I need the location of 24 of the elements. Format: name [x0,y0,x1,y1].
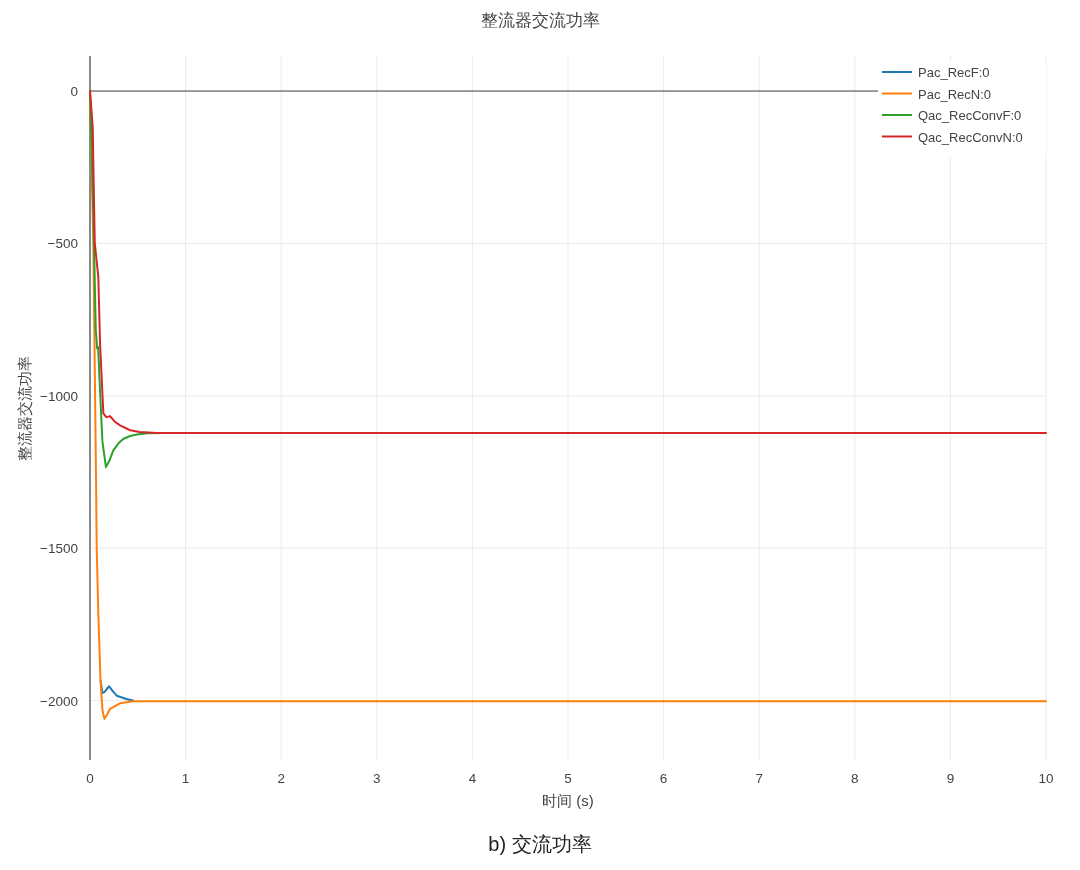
x-tick-label: 3 [373,771,381,786]
x-axis-title: 时间 (s) [542,792,594,809]
x-tick-label: 1 [181,771,190,786]
x-tick-label: 8 [851,771,859,786]
text: b) 交流功率 [488,833,592,855]
y-tick-label: −2000 [40,693,78,709]
x-tick-label: 5 [564,771,572,786]
y-tick-label: 0 [70,84,78,100]
x-tick-label: 9 [946,771,955,786]
x-tick-label: 0 [86,771,94,786]
x-tick-label: 7 [755,771,763,786]
legend-label: Qac_RecConvN:0 [918,129,1023,145]
legend-label: Qac_RecConvF:0 [918,108,1022,123]
legend-label: Pac_RecF:0 [918,65,990,80]
chart-title: 整流器交流功率 [480,11,600,30]
y-tick-label: −500 [47,236,78,252]
x-tick-label: 10 [1038,771,1054,786]
y-tick-label: −1500 [40,541,78,557]
x-tick-label: 2 [277,771,285,786]
y-axis-title: 整流器交流功率 [16,355,33,461]
legend-label: Pac_RecN:0 [918,86,991,102]
y-tick-label: −1000 [40,388,78,404]
x-tick-label: 6 [659,771,668,786]
x-tick-label: 4 [468,771,477,786]
